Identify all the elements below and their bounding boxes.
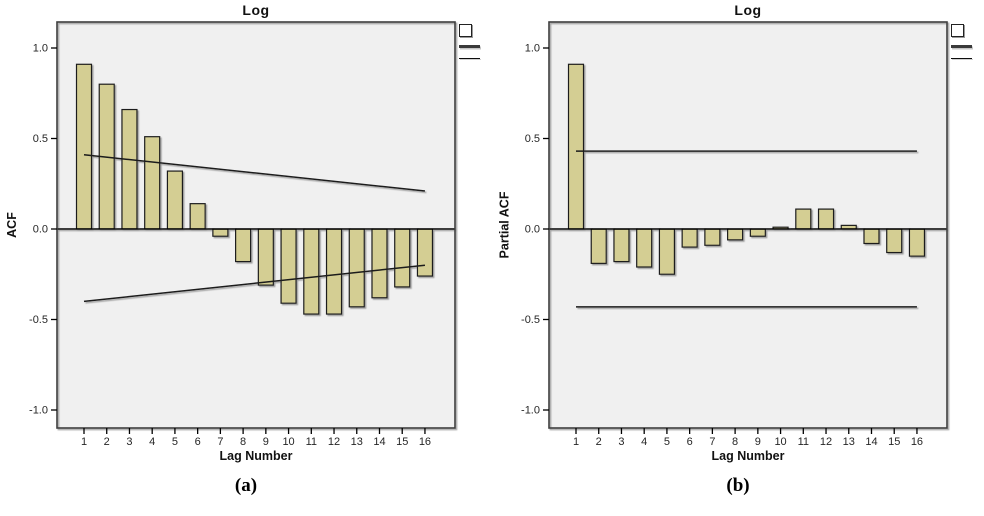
y-tick-label: 0.0: [33, 224, 48, 236]
upper-confidence-limit: [83, 154, 426, 192]
pacf-plot: 1.00.50.0-0.5-1.01 2 3 4 5 6 7 8 9 10 11 12 13 14 15 16: [521, 21, 948, 448]
x-tick-label: 15: [396, 436, 408, 448]
plot-area: [57, 22, 455, 428]
y-tick-label: -0.5: [521, 314, 540, 326]
bar-lag-6: [189, 203, 206, 230]
y-tick-label: 1.0: [525, 43, 540, 55]
acf-chart-panel: Log ACF 1.0 0.5 0.0 -0.5 -1.0 1 2 3 4 5 6 7 8 9 10 11 12…: [5, 2, 485, 496]
bar-lag-9: [749, 228, 766, 237]
bar-lag-7: [704, 228, 721, 246]
x-tick-label: 10: [282, 436, 294, 448]
x-tick-label: 16: [911, 436, 923, 448]
y-tick-label: -1.0: [29, 405, 48, 417]
pacf-chart-panel: Log Partial ACF 1.0 0.5 0.0 -0.5 -1.0 1 2 3 4 5 6 7…: [492, 0, 984, 516]
x-tick-label: 3: [618, 436, 624, 448]
lower-confidence-limit-line-icon: [951, 57, 972, 59]
bar-lag-5: [166, 170, 184, 230]
x-axis-label: Lag Number: [711, 449, 785, 463]
x-tick-label: 11: [306, 436, 317, 448]
plot-area: [549, 22, 947, 428]
x-tick-label: 13: [351, 436, 363, 448]
y-tick-label: 0.0: [525, 224, 540, 236]
subfigure-caption-a: (a): [234, 475, 258, 496]
x-tick-label: 14: [865, 436, 877, 448]
bar-lag-7: [212, 228, 229, 237]
coefficient-swatch-icon: [951, 24, 964, 37]
x-tick-label: 12: [328, 436, 340, 448]
legend: [951, 24, 977, 59]
x-tick-label: 6: [687, 436, 693, 448]
bar-lag-1: [75, 63, 93, 230]
bar-lag-13: [348, 228, 365, 308]
x-tick-label: 4: [149, 436, 155, 448]
x-tick-label: 3: [126, 436, 132, 448]
x-tick-label: 12: [820, 436, 832, 448]
bar-lag-15: [886, 228, 903, 254]
x-tick-label: 4: [641, 436, 647, 448]
x-tick-label: 5: [664, 436, 670, 448]
legend: [459, 24, 485, 59]
y-tick-label: 0.5: [33, 133, 48, 145]
y-tick-label: 1.0: [33, 43, 48, 55]
y-tick-label: 0.5: [525, 133, 540, 145]
x-tick-label: 16: [419, 436, 431, 448]
bar-lag-14: [863, 228, 880, 245]
bar-lag-10: [280, 228, 297, 304]
x-tick-label: 7: [709, 436, 715, 448]
coefficient-swatch-icon: [459, 24, 472, 37]
bar-lag-3: [121, 108, 138, 230]
chart-title: Log: [242, 2, 270, 18]
chart-title: Log: [734, 2, 762, 18]
bar-lag-12: [325, 228, 343, 315]
x-tick-label: 1: [81, 436, 87, 448]
x-tick-label: 9: [755, 436, 761, 448]
bar-lag-14: [371, 228, 388, 299]
bar-lag-6: [681, 228, 698, 248]
x-tick-label: 9: [263, 436, 269, 448]
bar-lag-16: [908, 228, 926, 257]
bar-lag-4: [636, 228, 653, 268]
plot-border: [56, 21, 456, 429]
bar-lag-2: [590, 228, 607, 264]
x-tick-label: 2: [596, 436, 602, 448]
y-tick-label: -0.5: [29, 314, 48, 326]
x-tick-label: 1: [573, 436, 579, 448]
x-axis-label: Lag Number: [219, 449, 293, 463]
x-tick-label: 8: [732, 436, 738, 448]
plot-border: [548, 21, 948, 429]
upper-confidence-limit-line-icon: [951, 45, 972, 48]
bar-lag-1: [567, 63, 585, 230]
subfigure-caption-b: (b): [726, 475, 750, 496]
bar-lag-8: [235, 228, 252, 263]
x-tick-label: 5: [172, 436, 178, 448]
bar-lag-16: [416, 228, 434, 277]
acf-plot: 1.00.50.0-0.5-1.01 2 3 4 5 6 7 8 9 10 11 12 13 14 15 16: [29, 21, 456, 448]
x-tick-label: 7: [217, 436, 223, 448]
bar-lag-11: [303, 228, 320, 315]
upper-confidence-limit-line-icon: [459, 45, 480, 48]
bar-lag-4: [144, 136, 161, 230]
bar-lag-5: [658, 228, 676, 275]
x-tick-label: 10: [774, 436, 786, 448]
lower-confidence-limit: [83, 264, 426, 303]
x-tick-label: 13: [843, 436, 855, 448]
y-tick-label: -1.0: [521, 405, 540, 417]
lower-confidence-limit-line-icon: [459, 57, 480, 59]
x-tick-label: 14: [373, 436, 385, 448]
x-tick-label: 15: [888, 436, 900, 448]
x-tick-label: 11: [798, 436, 809, 448]
bar-lag-8: [727, 228, 744, 241]
x-tick-label: 2: [104, 436, 110, 448]
x-tick-label: 6: [195, 436, 201, 448]
x-tick-label: 8: [240, 436, 246, 448]
bar-lag-11: [795, 208, 812, 230]
bar-lag-3: [613, 228, 630, 263]
bar-lag-12: [817, 208, 835, 230]
bar-lag-15: [394, 228, 411, 288]
bar-lag-9: [257, 228, 274, 286]
